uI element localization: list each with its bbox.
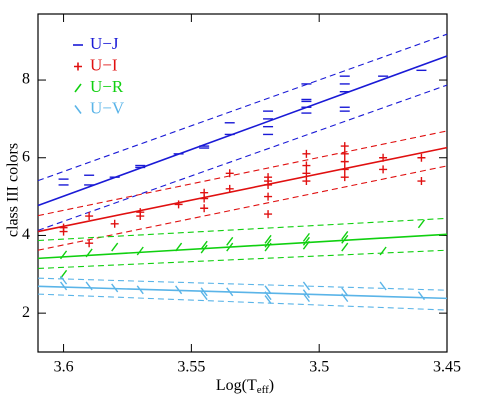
point	[136, 208, 145, 217]
point	[85, 281, 93, 291]
point	[340, 173, 349, 182]
legend-label: U−R	[90, 77, 124, 96]
point	[225, 169, 234, 178]
point	[111, 283, 119, 293]
point	[417, 291, 425, 301]
point	[341, 231, 349, 240]
point	[174, 200, 183, 209]
band-line	[37, 293, 448, 311]
point	[417, 177, 426, 186]
x-label-sub: eff	[257, 384, 269, 396]
point	[341, 242, 349, 252]
point	[200, 287, 208, 297]
point	[175, 285, 183, 295]
point	[264, 291, 272, 301]
point	[225, 184, 234, 193]
point	[340, 157, 349, 166]
point	[111, 242, 119, 252]
point	[264, 295, 272, 304]
point	[302, 149, 311, 158]
point	[302, 232, 310, 242]
point	[226, 287, 234, 297]
x-tick-label: 3.45	[433, 359, 461, 376]
point	[59, 223, 68, 232]
point	[302, 161, 311, 170]
fit-line	[37, 55, 448, 207]
point	[340, 149, 349, 158]
x-tick-label: 3.55	[177, 359, 205, 376]
point	[226, 236, 234, 246]
point	[302, 293, 310, 303]
point	[341, 234, 349, 244]
legend-marker	[74, 105, 82, 114]
y-tick-label: 6	[22, 148, 30, 165]
legend-label: U−V	[90, 98, 125, 117]
point	[302, 236, 310, 246]
x-label-part: Log(T	[216, 377, 257, 394]
point	[417, 153, 426, 162]
point	[264, 234, 272, 244]
point	[264, 238, 272, 248]
legend-label: U−J	[90, 34, 119, 53]
point	[200, 291, 208, 301]
point	[340, 142, 349, 151]
point	[175, 242, 183, 252]
point	[60, 250, 68, 260]
legend-marker	[74, 83, 82, 93]
point	[60, 281, 68, 291]
point	[85, 248, 93, 258]
point	[200, 188, 209, 197]
point	[302, 177, 311, 186]
plot-frame	[37, 13, 448, 353]
band-line	[37, 130, 448, 217]
point	[264, 173, 273, 182]
point	[340, 165, 349, 174]
y-tick-label: 4	[22, 226, 30, 243]
point	[379, 153, 388, 162]
y-axis-label: class III colors	[5, 143, 22, 237]
point	[379, 165, 388, 174]
band-line	[37, 277, 448, 291]
x-tick-label: 3.5	[309, 359, 329, 376]
point	[379, 281, 387, 291]
point	[341, 293, 349, 303]
point	[302, 281, 310, 291]
y-tick-label: 2	[22, 304, 30, 321]
point	[136, 285, 144, 295]
point	[264, 192, 273, 201]
point	[302, 169, 311, 178]
band-line	[37, 33, 448, 182]
fit-line	[37, 146, 448, 233]
point	[200, 204, 209, 213]
x-axis-label: Log(Teff)	[216, 377, 274, 396]
point	[85, 239, 94, 248]
point	[85, 212, 94, 221]
fit-line	[37, 285, 448, 300]
fit-line	[37, 233, 448, 260]
legend-marker	[74, 62, 82, 71]
point	[200, 240, 208, 250]
point	[379, 246, 387, 256]
point	[200, 244, 208, 254]
x-tick-label: 3.6	[54, 359, 74, 376]
point	[302, 240, 310, 250]
point	[226, 242, 234, 252]
band-line	[37, 249, 448, 270]
legend-label: U−I	[90, 55, 118, 74]
band-line	[37, 84, 448, 231]
x-label-part: )	[269, 377, 274, 394]
band-line	[37, 217, 448, 242]
point	[110, 219, 119, 228]
point	[264, 285, 272, 295]
point	[417, 219, 425, 229]
point	[302, 289, 310, 299]
point	[264, 242, 272, 252]
point	[264, 210, 273, 219]
point	[341, 287, 349, 297]
point	[136, 246, 144, 256]
y-tick-label: 8	[22, 71, 30, 88]
point	[60, 275, 68, 285]
